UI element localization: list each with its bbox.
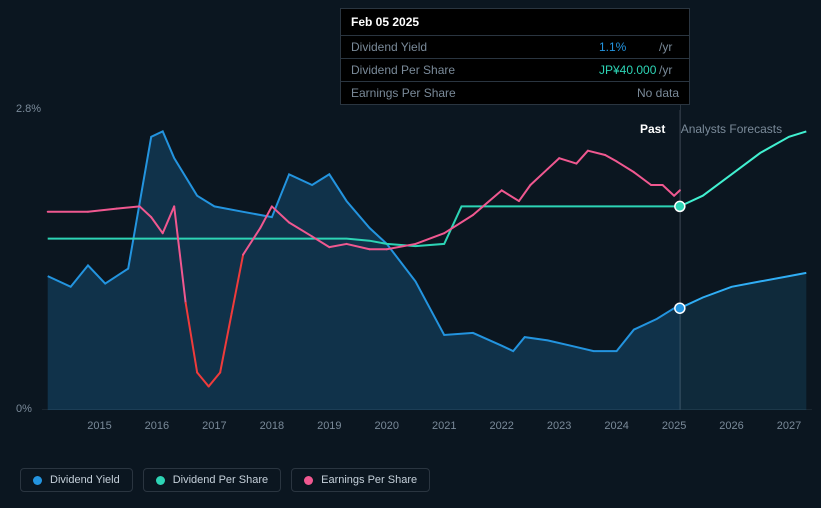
legend-label: Earnings Per Share bbox=[321, 474, 417, 486]
x-tick-label: 2023 bbox=[547, 420, 571, 432]
tooltip-row-value: JP¥40.000 bbox=[599, 63, 659, 77]
tooltip-row: Dividend Yield1.1%/yr bbox=[341, 36, 689, 59]
legend-dot bbox=[156, 476, 165, 485]
legend-dot bbox=[33, 476, 42, 485]
x-tick-label: 2026 bbox=[719, 420, 743, 432]
x-tick-label: 2024 bbox=[604, 420, 628, 432]
tooltip-row-label: Earnings Per Share bbox=[351, 86, 637, 100]
legend: Dividend Yield Dividend Per Share Earnings… bbox=[20, 468, 430, 492]
legend-label: Dividend Per Share bbox=[173, 474, 268, 486]
tooltip-row-label: Dividend Per Share bbox=[351, 63, 599, 77]
x-tick-label: 2021 bbox=[432, 420, 456, 432]
x-tick-label: 2018 bbox=[260, 420, 284, 432]
x-tick-label: 2020 bbox=[375, 420, 399, 432]
tooltip-rows: Dividend Yield1.1%/yrDividend Per ShareJ… bbox=[341, 36, 689, 104]
legend-item-earnings-per-share[interactable]: Earnings Per Share bbox=[291, 468, 430, 492]
x-tick-label: 2017 bbox=[202, 420, 226, 432]
tooltip-row: Earnings Per ShareNo data bbox=[341, 82, 689, 104]
tooltip: Feb 05 2025 Dividend Yield1.1%/yrDividen… bbox=[340, 8, 690, 105]
y-tick-label: 0% bbox=[16, 403, 32, 415]
tooltip-row-unit: /yr bbox=[659, 40, 679, 54]
x-tick-label: 2019 bbox=[317, 420, 341, 432]
tooltip-row-label: Dividend Yield bbox=[351, 40, 599, 54]
x-tick-label: 2022 bbox=[489, 420, 513, 432]
y-tick-label: 2.8% bbox=[16, 103, 41, 115]
tooltip-row: Dividend Per ShareJP¥40.000/yr bbox=[341, 59, 689, 82]
chart-plot-area[interactable] bbox=[42, 110, 812, 410]
legend-item-dividend-yield[interactable]: Dividend Yield bbox=[20, 468, 133, 492]
tooltip-row-nodata: No data bbox=[637, 86, 679, 100]
x-tick-label: 2025 bbox=[662, 420, 686, 432]
legend-dot bbox=[304, 476, 313, 485]
x-tick-label: 2015 bbox=[87, 420, 111, 432]
x-tick-label: 2027 bbox=[777, 420, 801, 432]
tooltip-row-value: 1.1% bbox=[599, 40, 659, 54]
tooltip-row-unit: /yr bbox=[659, 63, 679, 77]
x-axis: 2015 2016 2017 2018 2019 2020 2021 2022 2023 2024… bbox=[42, 420, 812, 440]
legend-label: Dividend Yield bbox=[50, 474, 120, 486]
legend-item-dividend-per-share[interactable]: Dividend Per Share bbox=[143, 468, 281, 492]
tooltip-date: Feb 05 2025 bbox=[341, 9, 689, 36]
x-tick-label: 2016 bbox=[145, 420, 169, 432]
chart-svg bbox=[42, 110, 812, 410]
